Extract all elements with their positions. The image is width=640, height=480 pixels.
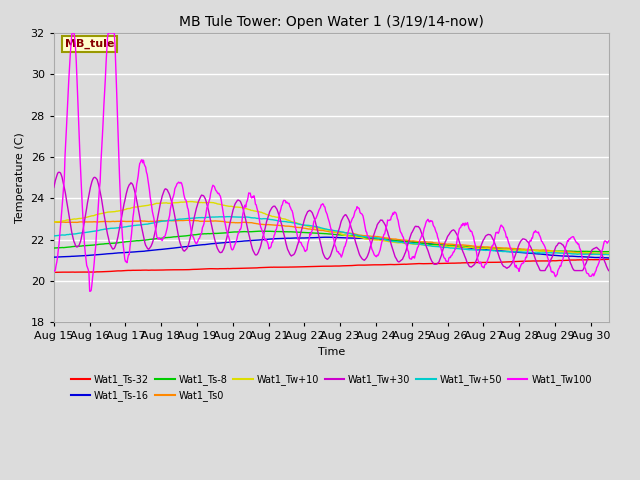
Text: MB_tule: MB_tule — [65, 39, 115, 49]
Y-axis label: Temperature (C): Temperature (C) — [15, 132, 25, 223]
Title: MB Tule Tower: Open Water 1 (3/19/14-now): MB Tule Tower: Open Water 1 (3/19/14-now… — [179, 15, 484, 29]
Legend: Wat1_Ts-32, Wat1_Ts-16, Wat1_Ts-8, Wat1_Ts0, Wat1_Tw+10, Wat1_Tw+30, Wat1_Tw+50,: Wat1_Ts-32, Wat1_Ts-16, Wat1_Ts-8, Wat1_… — [67, 371, 596, 405]
X-axis label: Time: Time — [317, 347, 345, 357]
